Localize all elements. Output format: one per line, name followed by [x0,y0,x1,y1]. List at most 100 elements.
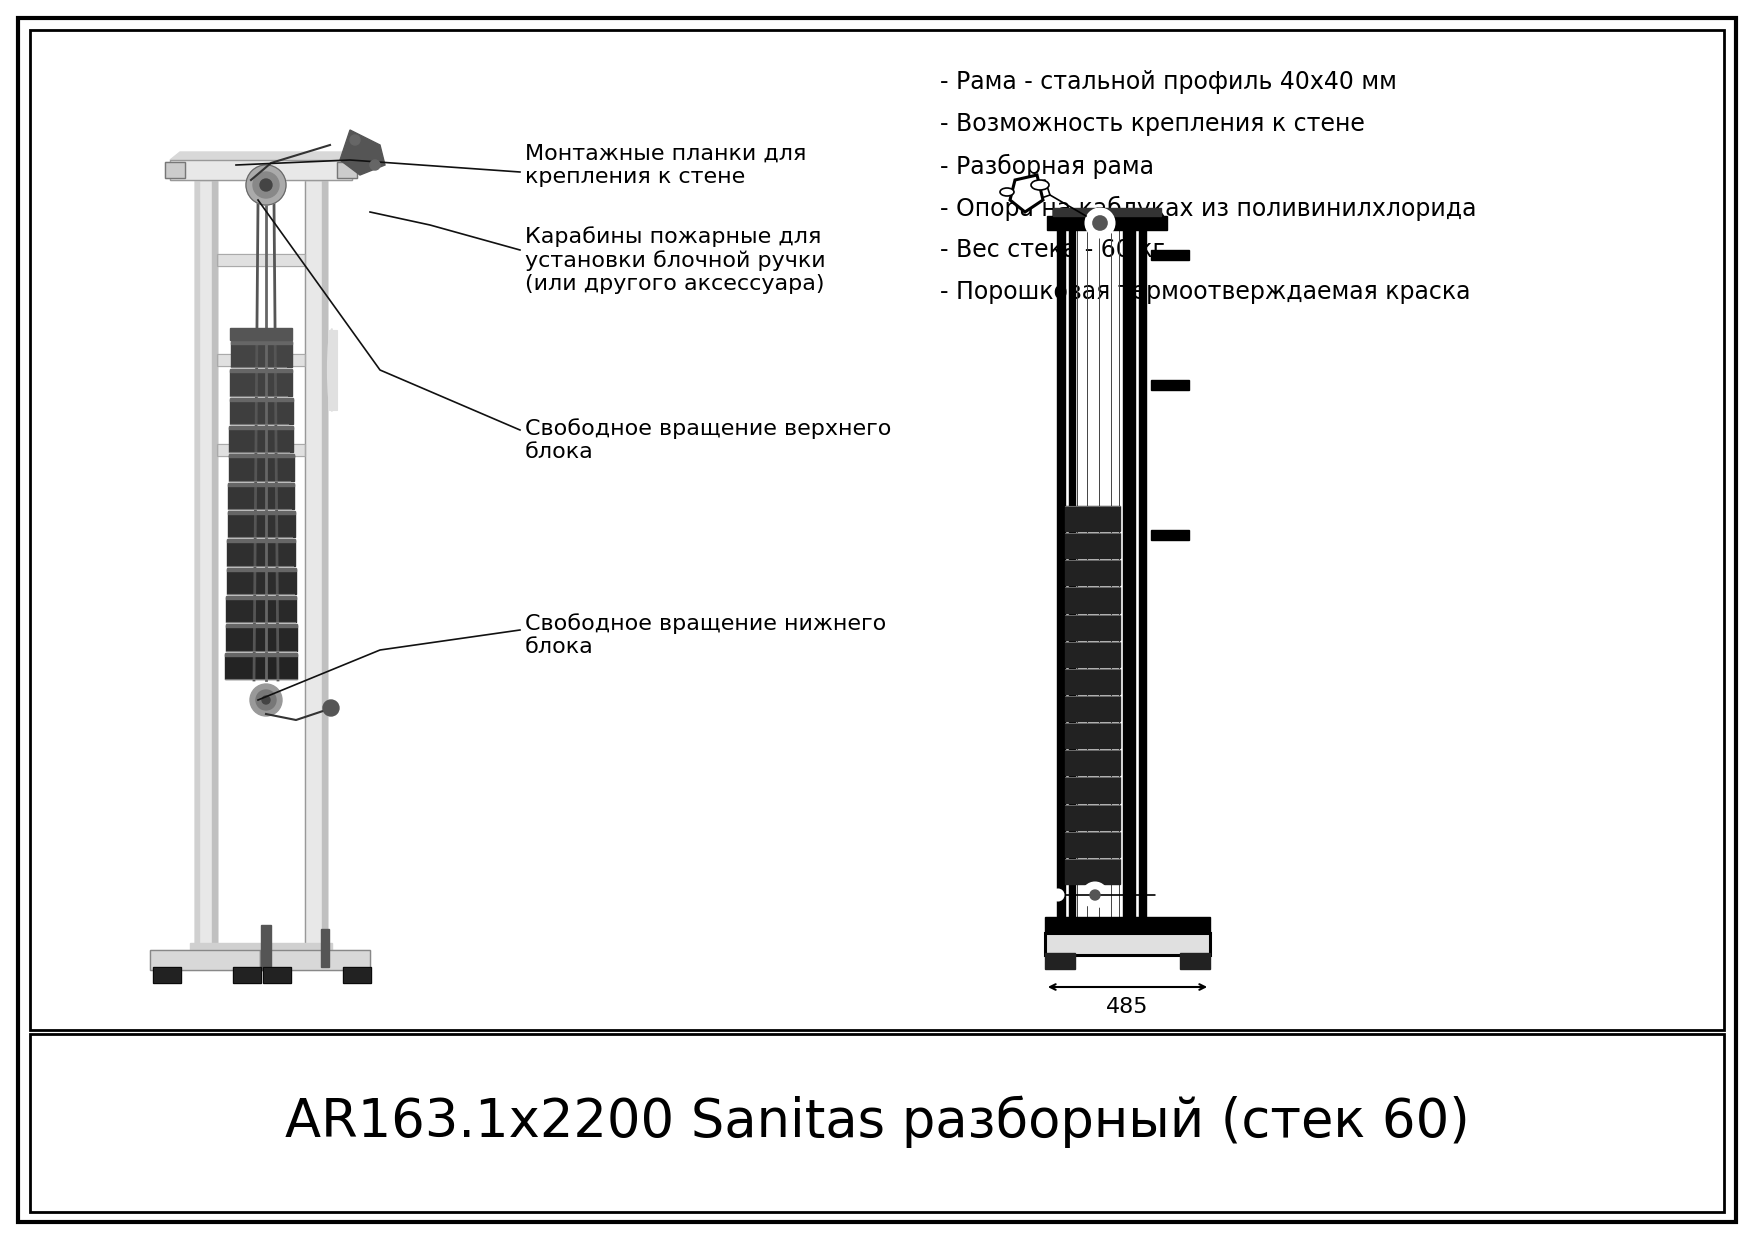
Bar [1065,668,1121,694]
Bar [165,162,184,179]
Bar [153,967,181,983]
Text: - Порошковая термоотверждаемая краска: - Порошковая термоотверждаемая краска [940,280,1470,304]
Circle shape [323,701,339,715]
Bar [226,539,295,542]
Text: - Рама - стальной профиль 40x40 мм: - Рама - стальной профиль 40x40 мм [940,69,1396,94]
Bar [1047,216,1166,229]
Bar [225,652,296,656]
Bar [230,399,293,424]
Circle shape [1089,890,1100,900]
Bar [337,162,358,179]
Bar [189,942,332,954]
Bar [1123,229,1135,935]
Bar [305,180,326,945]
Polygon shape [340,130,384,175]
Bar [226,596,296,599]
Circle shape [1158,890,1166,900]
Bar [1065,859,1121,884]
Bar [1045,932,1210,955]
Bar [226,625,296,651]
Bar [217,353,305,366]
Text: Свободное вращение нижнего
блока: Свободное вращение нижнего блока [524,613,886,657]
Text: Свободное вращение верхнего
блока: Свободное вращение верхнего блока [524,418,891,463]
Circle shape [351,135,360,145]
Bar [230,329,291,340]
Bar [1052,208,1161,216]
Bar [261,925,272,970]
Bar [1065,696,1121,722]
Text: Карабины пожарные для
установки блочной ручки
(или другого аксессуара): Карабины пожарные для установки блочной … [524,226,826,294]
Bar [153,967,181,983]
Circle shape [251,684,282,715]
Circle shape [1052,890,1063,900]
Bar [226,624,296,627]
Bar [1065,642,1121,667]
Bar [228,454,293,458]
Bar [344,967,372,983]
Bar [30,1034,1724,1211]
Bar [230,427,293,453]
Bar [228,482,295,486]
Bar [323,180,326,945]
Bar [212,180,217,945]
Bar [233,967,261,983]
Bar [1068,229,1075,935]
Bar [217,254,305,267]
Circle shape [1082,883,1107,906]
Circle shape [260,179,272,191]
Bar [1065,560,1121,585]
Circle shape [246,165,286,205]
Bar [1065,723,1121,748]
Bar [230,370,291,372]
Circle shape [1093,216,1107,229]
Bar [1065,777,1121,802]
Ellipse shape [1031,180,1049,190]
Polygon shape [1010,175,1044,212]
Bar [1045,918,1210,935]
Bar [170,160,353,180]
Bar [228,455,293,481]
Bar [1180,954,1210,968]
Bar [1058,229,1065,935]
Bar [217,353,305,366]
Bar [228,512,295,537]
Bar [1065,615,1121,640]
Bar [1151,250,1189,260]
Text: - Опора на каблуках из поливинилхлорида: - Опора на каблуках из поливинилхлорида [940,196,1477,221]
Bar [230,341,291,343]
Bar [151,950,260,970]
Circle shape [261,696,270,704]
Bar [165,162,184,179]
Bar [230,342,291,367]
Bar [225,653,296,680]
Circle shape [1086,210,1114,237]
Bar [228,511,295,515]
Bar [217,444,305,456]
Bar [1065,588,1121,613]
Bar [1045,954,1075,968]
Bar [337,162,358,179]
Bar [170,160,353,180]
Bar [260,950,370,970]
Bar [217,254,305,267]
Bar [263,967,291,983]
Bar [228,484,295,508]
Bar [230,371,291,396]
Ellipse shape [1000,188,1014,196]
Bar [305,180,326,945]
Text: 485: 485 [1107,997,1149,1017]
Bar [1151,379,1189,391]
Bar [1065,832,1121,857]
Bar [226,596,296,622]
Text: - Вес стека - 60 кг: - Вес стека - 60 кг [940,238,1165,262]
Bar [1065,750,1121,775]
Bar [1065,805,1121,830]
Bar [1151,529,1189,539]
Bar [1065,533,1121,558]
Bar [230,427,293,429]
Bar [195,180,217,945]
Text: - Разборная рама: - Разборная рама [940,154,1154,179]
Circle shape [253,172,279,198]
Bar [195,180,198,945]
Bar [217,444,305,456]
